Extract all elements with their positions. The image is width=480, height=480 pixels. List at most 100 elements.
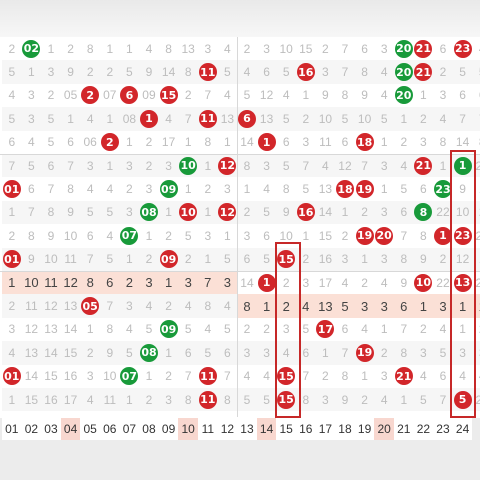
grid-cell: 3 — [204, 41, 212, 56]
grid-cell: 8 — [341, 369, 349, 384]
grid-cell: 1 — [472, 247, 480, 271]
grid-cell: 07 — [120, 365, 140, 388]
column-number: 03 — [41, 418, 61, 440]
grid-cell: 14 — [315, 200, 336, 225]
grid-cell: 24 — [472, 154, 480, 178]
grid-cell: 8 — [420, 228, 427, 243]
grid-cell: 3 — [413, 341, 434, 365]
grid-cell: 1 — [452, 154, 473, 178]
grid-cell: 14 — [240, 275, 254, 290]
grid-cell: 2 — [276, 294, 296, 318]
column-number: 21 — [394, 418, 414, 440]
grid-cell: 8 — [394, 341, 414, 365]
grid-cell: 3 — [158, 154, 179, 178]
grid-cell: 2 — [80, 84, 100, 107]
grid-cell: 13 — [453, 271, 473, 294]
grid-cell: 5 — [276, 154, 296, 178]
grid-cell: 7 — [47, 182, 55, 197]
grid-cell: 8 — [237, 154, 257, 178]
grid-cell: 16 — [296, 60, 316, 84]
grid-cell: 1 — [335, 200, 355, 225]
grid-cell: 4 — [237, 60, 257, 84]
grid-cell: 5 — [145, 322, 153, 337]
grid-cell: 3 — [256, 341, 277, 365]
column-number: 04 — [60, 418, 81, 440]
grid-cell: 1 — [119, 247, 140, 271]
grid-cell: 6 — [100, 271, 120, 295]
grid-cell: 3 — [80, 154, 100, 178]
grid-cell: 1 — [257, 271, 277, 294]
grid-cell: 4 — [178, 294, 198, 318]
grid-cell: 3 — [374, 294, 394, 318]
grid-cell: 6 — [341, 135, 349, 150]
grid-cell: 05 — [80, 294, 100, 318]
grid-cell: 1 — [184, 182, 192, 197]
grid-cell: 17 — [316, 318, 336, 341]
grid-cell: 4 — [315, 154, 336, 178]
grid-cell: 14 — [63, 322, 78, 337]
grid-cell: 10 — [354, 107, 375, 131]
green-ball: 08 — [139, 203, 158, 222]
grid-cell: 4 — [80, 107, 100, 131]
grid-cell: 2 — [282, 275, 290, 290]
grid-cell: 5 — [184, 228, 192, 243]
grid-cell: 2 — [178, 247, 198, 271]
grid-cell: 5 — [2, 107, 22, 131]
grid-cell: 3 — [433, 294, 453, 318]
grid-cell: 1 — [472, 294, 480, 318]
grid-cell: 3 — [243, 228, 251, 243]
red-ball: 18 — [355, 133, 374, 152]
grid-cell: 1 — [256, 294, 277, 318]
red-ball: 21 — [394, 367, 413, 386]
grid-cell: 6 — [256, 60, 277, 84]
grid-cell: 3 — [204, 228, 212, 243]
grid-cell: 5 — [413, 388, 434, 412]
grid-cell: 4 — [282, 88, 290, 103]
grid-cell: 4 — [8, 88, 16, 103]
red-ball: 19 — [355, 226, 374, 245]
grid-cell: 11 — [60, 247, 81, 271]
grid-cell: 3 — [86, 369, 94, 384]
red-ball: 11 — [198, 390, 217, 409]
red-ball: 11 — [198, 109, 217, 128]
grid-cell: 8 — [165, 41, 172, 56]
grid-cell: 1 — [380, 322, 388, 337]
grid-cell: 4 — [361, 322, 368, 337]
grid-cell: 10 — [279, 228, 293, 243]
grid-cell: 5 — [100, 247, 120, 271]
grid-cell: 3 — [217, 271, 238, 295]
grid-cell: 8 — [341, 88, 349, 103]
red-ball: 10 — [414, 273, 433, 292]
grid-cell: 05 — [63, 88, 78, 103]
grid-cell: 4 — [263, 182, 270, 197]
grid-cell: 4 — [472, 37, 480, 60]
red-ball: 23 — [453, 226, 472, 245]
grid-cell: 1 — [452, 294, 473, 318]
grid-cell: 07 — [103, 88, 117, 103]
grid-cell: 15 — [318, 228, 333, 243]
grid-cell: 2 — [100, 131, 120, 154]
red-ball: 01 — [2, 180, 21, 199]
grid-cell: 4 — [420, 369, 427, 384]
grid-cell: 5 — [335, 107, 355, 131]
green-ball: 20 — [394, 63, 413, 82]
red-ball: 13 — [453, 273, 472, 292]
grid-cell: 3 — [263, 41, 270, 56]
grid-cell: 13 — [315, 294, 336, 318]
grid-cell: 20 — [394, 37, 414, 60]
grid-cell: 4 — [341, 275, 349, 290]
grid-cell: 3 — [380, 41, 388, 56]
grid-cell: 5 — [374, 107, 394, 131]
grid-cell: 14 — [158, 60, 179, 84]
grid-cell: 3 — [452, 341, 473, 365]
grid-cell: 1 — [224, 135, 231, 150]
column-number: 06 — [100, 418, 120, 440]
grid-cell: 3 — [315, 388, 336, 412]
grid-cell: 3 — [119, 200, 140, 225]
grid-cell: 7 — [60, 154, 81, 178]
grid-cell: 3 — [302, 275, 310, 290]
grid-cell: 2 — [433, 60, 453, 84]
grid-cell: 6 — [282, 135, 290, 150]
grid-cell: 1 — [394, 107, 414, 131]
grid-cell: 8 — [394, 247, 414, 271]
